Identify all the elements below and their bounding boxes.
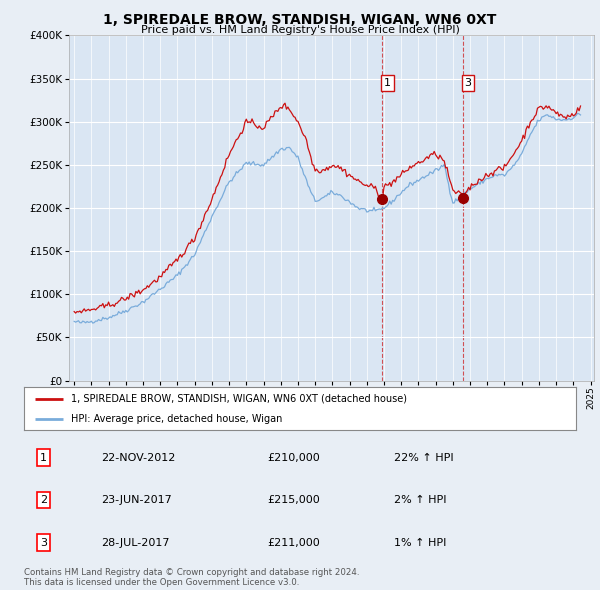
Text: 3: 3 xyxy=(464,78,472,88)
Text: 22-NOV-2012: 22-NOV-2012 xyxy=(101,453,176,463)
Text: 22% ↑ HPI: 22% ↑ HPI xyxy=(394,453,454,463)
Text: Price paid vs. HM Land Registry's House Price Index (HPI): Price paid vs. HM Land Registry's House … xyxy=(140,25,460,35)
Text: 1: 1 xyxy=(40,453,47,463)
Text: Contains HM Land Registry data © Crown copyright and database right 2024.
This d: Contains HM Land Registry data © Crown c… xyxy=(24,568,359,587)
Text: 1: 1 xyxy=(384,78,391,88)
Text: £215,000: £215,000 xyxy=(267,495,320,505)
Text: 3: 3 xyxy=(40,537,47,548)
Text: 1% ↑ HPI: 1% ↑ HPI xyxy=(394,537,446,548)
Text: 23-JUN-2017: 23-JUN-2017 xyxy=(101,495,172,505)
Text: £211,000: £211,000 xyxy=(267,537,320,548)
Text: HPI: Average price, detached house, Wigan: HPI: Average price, detached house, Wiga… xyxy=(71,414,282,424)
Text: 1, SPIREDALE BROW, STANDISH, WIGAN, WN6 0XT (detached house): 1, SPIREDALE BROW, STANDISH, WIGAN, WN6 … xyxy=(71,394,407,404)
Text: 28-JUL-2017: 28-JUL-2017 xyxy=(101,537,170,548)
Text: 1, SPIREDALE BROW, STANDISH, WIGAN, WN6 0XT: 1, SPIREDALE BROW, STANDISH, WIGAN, WN6 … xyxy=(103,13,497,27)
Text: 2: 2 xyxy=(40,495,47,505)
Text: £210,000: £210,000 xyxy=(267,453,320,463)
Text: 2% ↑ HPI: 2% ↑ HPI xyxy=(394,495,446,505)
